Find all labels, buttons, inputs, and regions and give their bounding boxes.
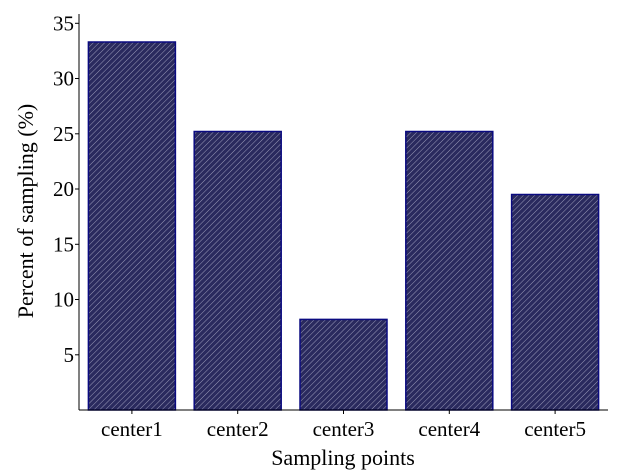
x-tick-label: center2 [207,417,269,441]
y-tick-label: 20 [53,177,74,201]
bar-center4 [405,130,494,411]
y-tick-label: 30 [53,67,74,91]
x-tick-label: center1 [101,417,163,441]
x-tick-label: center3 [313,417,375,441]
bar-center3 [299,318,388,411]
y-tick-label: 25 [53,122,74,146]
x-tick-label: center5 [524,417,586,441]
y-tick-label: 5 [64,343,75,367]
bar-center5 [510,193,600,411]
plot-area: center1 center2 center3 center4 center5 5 10 15… [53,11,608,441]
bar-center1 [87,41,177,411]
x-tick-label: center4 [418,417,480,441]
bar-center2 [193,130,282,411]
y-tick-label: 35 [53,11,74,35]
x-axis-title: Sampling points [271,445,415,470]
y-axis-title: Percent of sampling (%) [13,104,38,318]
y-tick-label: 15 [53,232,74,256]
y-tick-label: 10 [53,288,74,312]
